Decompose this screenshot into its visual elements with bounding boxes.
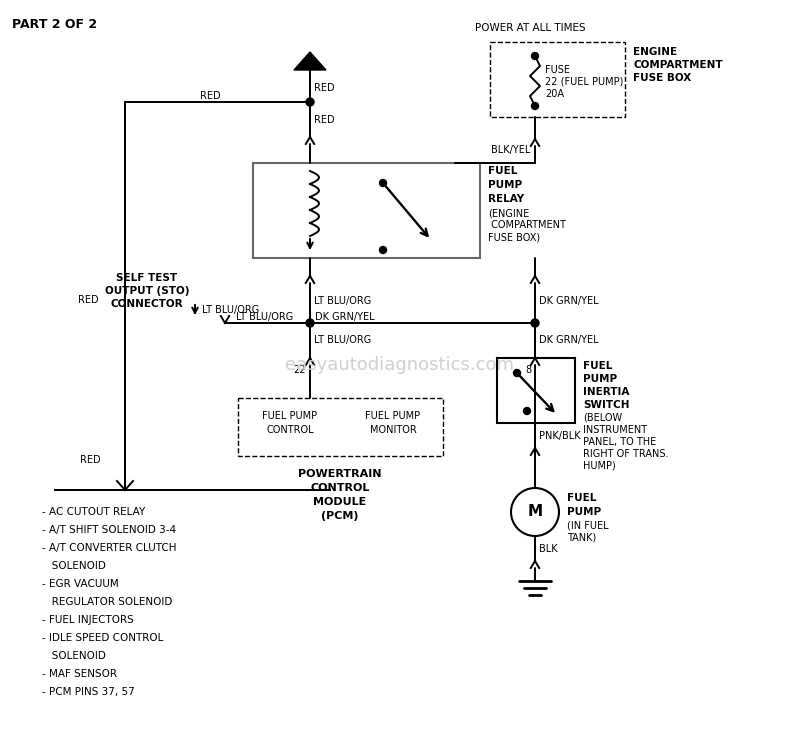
Text: (ENGINE: (ENGINE <box>488 208 530 218</box>
Circle shape <box>379 247 386 254</box>
Text: - FUEL INJECTORS: - FUEL INJECTORS <box>42 615 134 625</box>
Text: RED: RED <box>314 115 334 125</box>
Circle shape <box>531 319 539 327</box>
Text: CONTROL: CONTROL <box>310 483 370 493</box>
Text: 22: 22 <box>294 365 306 375</box>
Bar <box>497 358 575 423</box>
Text: PART 2 OF 2: PART 2 OF 2 <box>12 18 97 31</box>
Text: FUEL: FUEL <box>583 361 612 371</box>
Text: REGULATOR SOLENOID: REGULATOR SOLENOID <box>42 597 172 607</box>
Circle shape <box>531 103 538 110</box>
Bar <box>253 163 480 258</box>
Circle shape <box>306 319 314 327</box>
Text: INERTIA: INERTIA <box>583 387 630 397</box>
Text: SWITCH: SWITCH <box>583 400 630 410</box>
Text: SOLENOID: SOLENOID <box>42 651 106 661</box>
Text: - AC CUTOUT RELAY: - AC CUTOUT RELAY <box>42 507 146 517</box>
Text: POWER AT ALL TIMES: POWER AT ALL TIMES <box>474 23 586 33</box>
Text: - IDLE SPEED CONTROL: - IDLE SPEED CONTROL <box>42 633 163 643</box>
Text: easyautodiagnostics.com: easyautodiagnostics.com <box>286 356 514 374</box>
Text: DK GRN/YEL: DK GRN/YEL <box>539 296 598 306</box>
Text: ENGINE: ENGINE <box>633 47 677 57</box>
Text: - A/T SHIFT SOLENOID 3-4: - A/T SHIFT SOLENOID 3-4 <box>42 525 176 535</box>
Text: CONNECTOR: CONNECTOR <box>110 299 183 309</box>
Text: RED: RED <box>78 295 98 305</box>
Text: PNK/BLK: PNK/BLK <box>539 431 581 441</box>
Text: - EGR VACUUM: - EGR VACUUM <box>42 579 118 589</box>
Text: PUMP: PUMP <box>583 374 617 384</box>
Text: 22 (FUEL PUMP): 22 (FUEL PUMP) <box>545 77 623 87</box>
Text: RELAY: RELAY <box>488 194 524 204</box>
Text: LT BLU/ORG: LT BLU/ORG <box>314 335 371 345</box>
Text: PUMP: PUMP <box>567 507 601 517</box>
Text: MODULE: MODULE <box>314 497 366 507</box>
Text: FUEL PUMP: FUEL PUMP <box>366 411 421 421</box>
Text: (IN FUEL: (IN FUEL <box>567 521 609 531</box>
Text: COMPARTMENT: COMPARTMENT <box>488 220 566 230</box>
Circle shape <box>379 179 386 187</box>
Text: RIGHT OF TRANS.: RIGHT OF TRANS. <box>583 449 669 459</box>
Text: SELF TEST: SELF TEST <box>117 273 178 283</box>
Text: 8: 8 <box>525 365 531 375</box>
Text: - A/T CONVERTER CLUTCH: - A/T CONVERTER CLUTCH <box>42 543 177 553</box>
Text: M: M <box>527 505 542 520</box>
Text: FUSE BOX): FUSE BOX) <box>488 233 540 243</box>
Text: HUMP): HUMP) <box>583 461 616 471</box>
Text: RED: RED <box>314 83 334 93</box>
Text: LT BLU/ORG: LT BLU/ORG <box>314 296 371 306</box>
Text: 20A: 20A <box>545 89 564 99</box>
Text: MONITOR: MONITOR <box>370 425 416 435</box>
Text: SOLENOID: SOLENOID <box>42 561 106 571</box>
Text: PUMP: PUMP <box>488 180 522 190</box>
Text: - PCM PINS 37, 57: - PCM PINS 37, 57 <box>42 687 134 697</box>
Bar <box>490 42 625 117</box>
Text: CONTROL: CONTROL <box>266 425 314 435</box>
Text: FUSE: FUSE <box>545 65 570 75</box>
Text: RED: RED <box>200 91 220 101</box>
Text: BLK: BLK <box>539 544 558 554</box>
Text: DK GRN/YEL: DK GRN/YEL <box>539 335 598 345</box>
Text: FUEL: FUEL <box>488 166 518 176</box>
Text: (BELOW: (BELOW <box>583 413 622 423</box>
Text: COMPARTMENT: COMPARTMENT <box>633 60 722 70</box>
Text: RED: RED <box>80 455 100 465</box>
Polygon shape <box>294 52 326 70</box>
Text: TANK): TANK) <box>567 533 596 543</box>
Text: (PCM): (PCM) <box>322 511 358 521</box>
Circle shape <box>523 407 530 415</box>
Text: FUEL: FUEL <box>567 493 596 503</box>
Circle shape <box>514 370 521 376</box>
Text: INSTRUMENT: INSTRUMENT <box>583 425 647 435</box>
Text: POWERTRAIN: POWERTRAIN <box>298 469 382 479</box>
Bar <box>238 398 443 456</box>
Text: LT BLU/ORG: LT BLU/ORG <box>236 312 294 322</box>
Circle shape <box>306 98 314 106</box>
Text: BLK/YEL: BLK/YEL <box>490 145 530 155</box>
Text: PANEL, TO THE: PANEL, TO THE <box>583 437 656 447</box>
Text: DK GRN/YEL: DK GRN/YEL <box>315 312 374 322</box>
Text: - MAF SENSOR: - MAF SENSOR <box>42 669 117 679</box>
Text: A: A <box>306 59 314 69</box>
Circle shape <box>531 53 538 59</box>
Text: LT BLU/ORG: LT BLU/ORG <box>202 305 259 315</box>
Text: FUEL PUMP: FUEL PUMP <box>262 411 318 421</box>
Text: FUSE BOX: FUSE BOX <box>633 73 691 83</box>
Text: OUTPUT (STO): OUTPUT (STO) <box>105 286 190 296</box>
